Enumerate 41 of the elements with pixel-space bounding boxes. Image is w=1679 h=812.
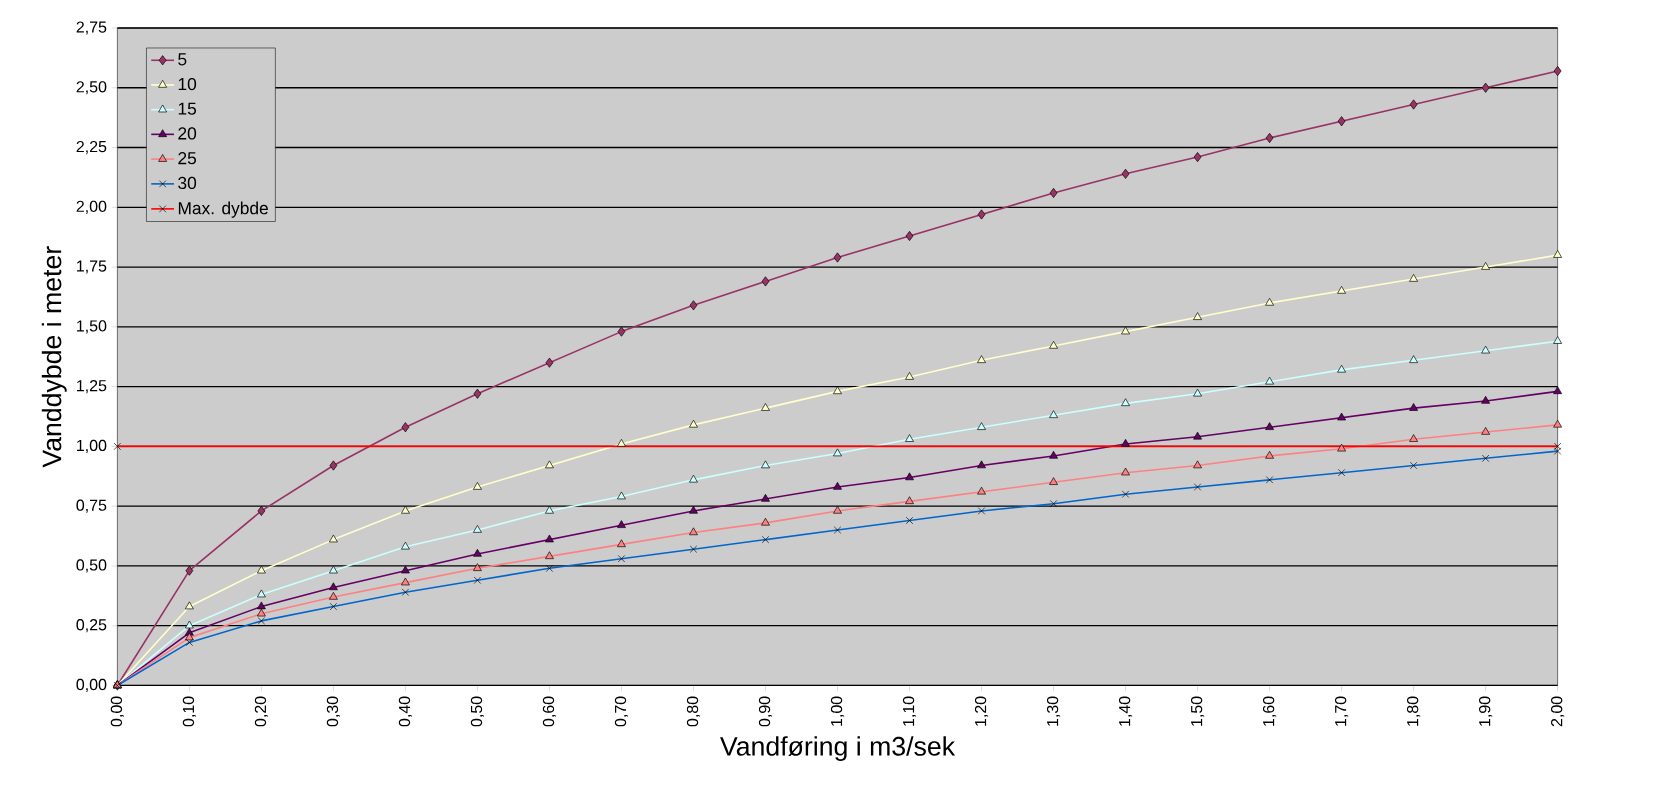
legend-label: 25 (178, 151, 197, 165)
x-tick-label: 0,40 (398, 696, 413, 727)
y-tick-label: 2,25 (76, 140, 107, 155)
legend-label: 5 (178, 53, 187, 66)
x-tick-label: 1,40 (1118, 696, 1133, 726)
y-tick-label: 1,75 (77, 260, 107, 274)
y-tick-label: 2,50 (76, 81, 107, 95)
legend-label: Max. dybde (178, 201, 268, 218)
x-tick-label: 1,20 (974, 696, 989, 726)
y-tick-label: 2,00 (76, 200, 107, 214)
x-tick-label: 0,90 (758, 696, 773, 727)
legend-label: 20 (178, 127, 197, 140)
y-tick-label: 0,50 (76, 559, 107, 573)
x-tick-label: 1,90 (1479, 696, 1493, 726)
x-tick-label: 1,70 (1334, 696, 1349, 726)
x-tick-label: 2,00 (1551, 696, 1565, 727)
x-axis-title: Vandføring i m3/sek (720, 736, 956, 761)
x-tick-label: 0,30 (326, 696, 341, 727)
x-tick-label: 0,50 (470, 696, 485, 727)
x-tick-label: 1,30 (1046, 696, 1061, 726)
y-tick-label: 1,50 (77, 320, 107, 334)
x-tick-label: 1,60 (1262, 696, 1277, 726)
y-tick-label: 0,00 (76, 678, 107, 692)
legend-label: 15 (178, 102, 197, 115)
y-tick-label: 0,75 (76, 499, 107, 513)
legend-label: 30 (178, 176, 197, 190)
legend-label: 10 (178, 77, 197, 91)
x-tick-label: 0,60 (542, 696, 557, 727)
x-tick-label: 0,80 (686, 696, 701, 727)
x-tick-label: 0,10 (182, 696, 196, 727)
y-tick-label: 1,25 (77, 379, 107, 394)
x-tick-label: 1,00 (830, 696, 845, 726)
y-tick-label: 2,75 (76, 21, 107, 35)
y-tick-label: 1,00 (77, 439, 107, 453)
x-tick-label: 0,70 (614, 696, 629, 727)
y-tick-label: 0,25 (76, 619, 107, 633)
y-axis-title: Vanddybde i meter (41, 246, 67, 468)
x-tick-label: 1,10 (902, 696, 917, 726)
x-tick-label: 1,50 (1190, 696, 1205, 726)
x-tick-label: 0,20 (254, 696, 269, 727)
x-tick-label: 1,80 (1407, 696, 1421, 726)
